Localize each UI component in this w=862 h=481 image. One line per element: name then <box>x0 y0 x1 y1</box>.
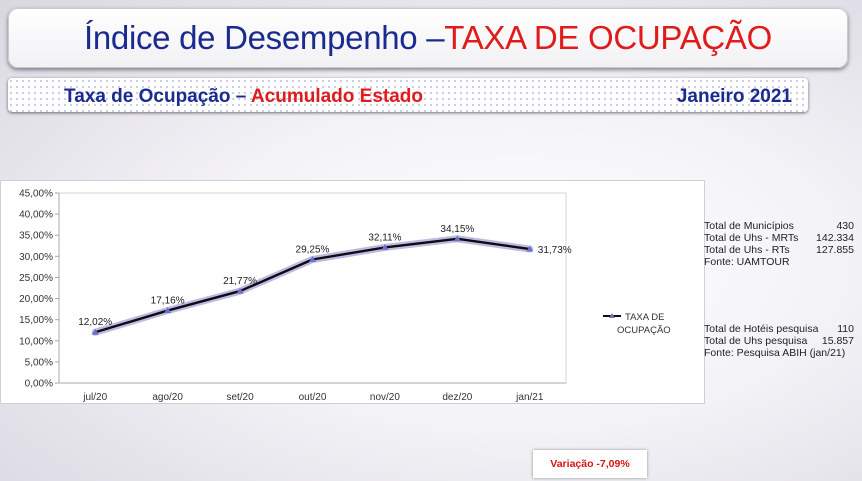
period-label: Janeiro 2021 <box>676 86 792 107</box>
title-main: Índice de Desempenho – <box>83 19 445 56</box>
stat-row: Total de Uhs pesquisa 15.857 <box>704 335 854 347</box>
data-label: 32,11% <box>368 232 401 243</box>
chart-container: 0,00% 5,00% 10,00% 15,00% 20,00% 25,00% 30,00%… <box>0 180 705 404</box>
plot-area <box>58 192 567 384</box>
stat-value: 15.857 <box>821 335 854 347</box>
data-label: 31,73% <box>538 245 572 256</box>
stat-label: Total de Hotéis pesquisa <box>704 323 819 335</box>
stats-panel-bottom: Total de Hotéis pesquisa 110 Total de Uhs… <box>704 323 854 359</box>
subtitle-main: Taxa de Ocupação – <box>64 86 251 107</box>
legend-label: OCUPAÇÃO <box>617 325 671 336</box>
legend-label: TAXA DE <box>625 312 664 323</box>
data-point-marker <box>164 307 172 314</box>
x-tick-label: ago/20 <box>152 392 183 403</box>
stat-value: 142.334 <box>816 232 854 244</box>
x-tick-label: nov/20 <box>370 392 400 403</box>
x-tick-label: set/20 <box>226 392 254 403</box>
subtitle-accent: Acumulado Estado <box>250 86 423 107</box>
title-accent: TAXA DE OCUPAÇÃO <box>444 19 773 56</box>
stat-row: Total de Uhs - RTs 127.855 <box>704 244 854 256</box>
variation-text: Variação -7,09% <box>550 458 630 470</box>
title-bar: Índice de Desempenho – TAXA DE OCUPAÇÃO <box>8 8 848 68</box>
x-tick-label: dez/20 <box>442 392 472 403</box>
stat-label: Fonte: UAMTOUR <box>704 256 790 268</box>
stat-value: 110 <box>837 323 854 335</box>
data-point-marker <box>526 245 534 252</box>
stat-label: Total de Uhs - RTs <box>704 244 790 256</box>
stat-row: Total de Municípios 430 <box>704 220 854 232</box>
data-label: 21,77% <box>223 276 257 287</box>
subtitle-bar: Taxa de Ocupação – Acumulado Estado Jane… <box>8 78 808 112</box>
stat-label: Total de Uhs pesquisa <box>704 335 808 347</box>
legend-marker <box>609 313 615 318</box>
data-point-marker <box>453 235 461 242</box>
subtitle-label: Taxa de Ocupação – Acumulado Estado <box>64 86 423 108</box>
y-tick-label: 20,00% <box>19 294 53 305</box>
data-point-marker <box>91 328 99 335</box>
variation-box: Variação -7,09% <box>533 450 647 478</box>
data-label: 12,02% <box>78 317 112 328</box>
y-tick-label: 30,00% <box>19 252 53 263</box>
stat-row: Total de Uhs - MRTs 142.334 <box>704 232 854 244</box>
x-tick-label: out/20 <box>299 392 327 403</box>
stat-row: Fonte: Pesquisa ABIH (jan/21) <box>704 347 854 359</box>
stat-row: Fonte: UAMTOUR <box>704 256 854 268</box>
stat-label: Total de Uhs - MRTs <box>704 232 799 244</box>
stat-value: 127.855 <box>816 244 854 256</box>
stats-panel-top: Total de Municípios 430 Total de Uhs - MR… <box>704 220 854 268</box>
y-tick-label: 45,00% <box>19 189 53 200</box>
y-tick-label: 40,00% <box>19 210 53 221</box>
stat-value: 430 <box>836 220 854 232</box>
data-label: 34,15% <box>440 224 474 235</box>
y-tick-label: 25,00% <box>19 273 53 284</box>
data-point-marker <box>309 256 316 262</box>
occupancy-line-chart: 0,00% 5,00% 10,00% 15,00% 20,00% 25,00% 30,00%… <box>19 189 671 404</box>
y-tick-label: 15,00% <box>19 315 53 326</box>
stat-row: Total de Hotéis pesquisa 110 <box>704 323 854 335</box>
data-label: 29,25% <box>296 245 330 256</box>
y-tick-label: 35,00% <box>19 231 53 242</box>
data-label: 17,16% <box>151 296 185 307</box>
stat-label: Total de Municípios <box>704 220 794 232</box>
y-tick-label: 5,00% <box>25 357 53 368</box>
x-tick-label: jul/20 <box>82 392 107 403</box>
y-tick-label: 10,00% <box>19 336 53 347</box>
x-tick-label: jan/21 <box>515 392 544 403</box>
data-point-marker <box>381 243 389 250</box>
stat-label: Fonte: Pesquisa ABIH (jan/21) <box>704 347 846 359</box>
y-tick-label: 0,00% <box>25 379 53 390</box>
data-point-marker <box>236 287 244 294</box>
